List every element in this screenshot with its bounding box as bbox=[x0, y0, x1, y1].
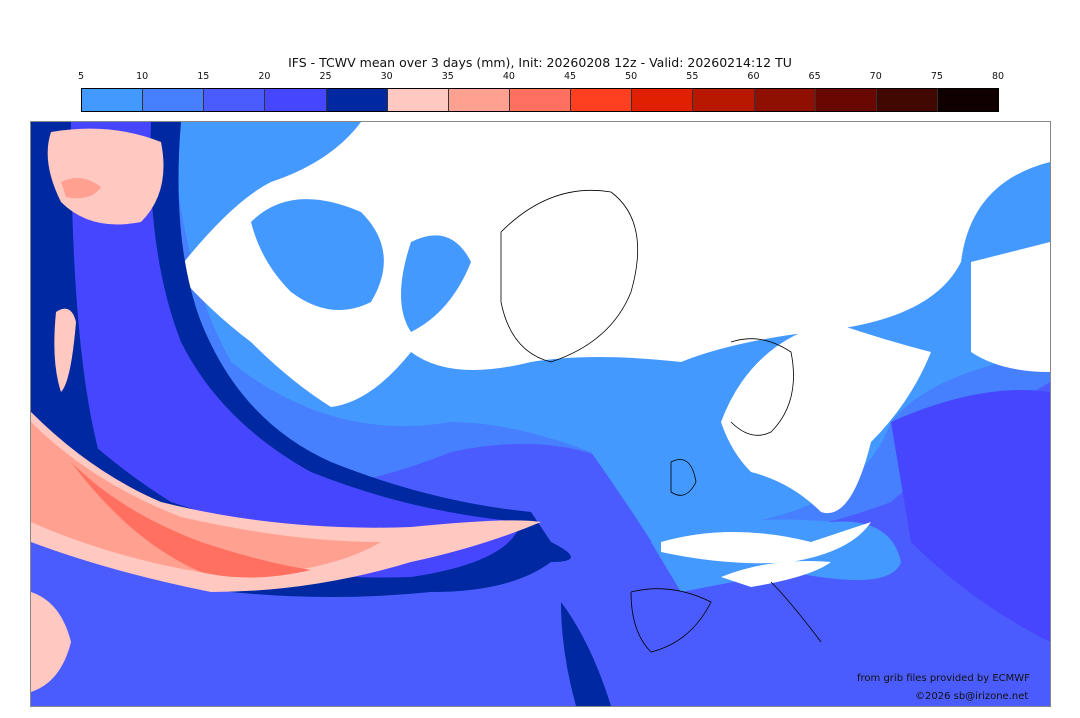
colorbar-swatch bbox=[937, 89, 999, 111]
colorbar-tick-label: 10 bbox=[136, 71, 149, 82]
colorbar-tick-label: 70 bbox=[869, 71, 882, 82]
colorbar-swatch bbox=[82, 89, 144, 111]
colorbar-tick-label: 20 bbox=[258, 71, 271, 82]
region-30-35-strip bbox=[54, 308, 76, 392]
region-30-35-pacific bbox=[47, 128, 164, 225]
region-below-5-scandinavia bbox=[721, 322, 931, 514]
region-below-5-arctic bbox=[176, 122, 1050, 407]
region-35-40-pacific bbox=[61, 178, 101, 199]
colorbar-tick-label: 65 bbox=[808, 71, 821, 82]
region-below-5-europe bbox=[661, 522, 871, 564]
colorbar-swatch bbox=[571, 89, 633, 111]
colorbar-tick-label: 25 bbox=[319, 71, 332, 82]
colorbar-legend bbox=[81, 88, 999, 112]
region-30-35-south bbox=[31, 592, 71, 692]
coastlines bbox=[500, 189, 822, 653]
colorbar-ticks: 5 10 15 20 25 30 35 40 45 50 55 60 65 70 75 80 bbox=[77, 71, 1004, 83]
colorbar-swatch bbox=[509, 89, 572, 111]
colorbar-swatch bbox=[815, 89, 877, 111]
colorbar-swatch bbox=[143, 89, 205, 111]
colorbar-tick-label: 30 bbox=[380, 71, 393, 82]
colorbar-swatch bbox=[265, 89, 327, 111]
colorbar-swatch bbox=[693, 89, 755, 111]
colorbar-swatch bbox=[387, 89, 449, 111]
colorbar-tick-label: 50 bbox=[625, 71, 638, 82]
colorbar-tick-label: 40 bbox=[502, 71, 515, 82]
colorbar-tick-label: 45 bbox=[564, 71, 577, 82]
colorbar-tick-label: 5 bbox=[77, 71, 85, 82]
colorbar-tick-label: 80 bbox=[991, 71, 1005, 82]
colorbar-swatch bbox=[632, 89, 694, 111]
colorbar-swatch bbox=[754, 89, 816, 111]
colorbar-tick-label: 15 bbox=[197, 71, 210, 82]
colorbar-tick-label: 55 bbox=[686, 71, 699, 82]
colorbar-swatch bbox=[876, 89, 938, 111]
region-35-40-plume bbox=[31, 422, 381, 577]
region-below-5-alps bbox=[721, 561, 831, 587]
colorbar-swatch bbox=[448, 89, 510, 111]
map-title: IFS - TCWV mean over 3 days (mm), Init: … bbox=[288, 55, 792, 70]
region-20-25-band bbox=[71, 122, 521, 578]
copyright-credit: ©2026 sb@irizone.net bbox=[915, 691, 1029, 702]
region-below-5-russia bbox=[971, 242, 1050, 372]
region-25-30-portugal bbox=[561, 602, 611, 706]
colorbar-tick-label: 60 bbox=[747, 71, 760, 82]
colorbar-swatch bbox=[326, 89, 388, 111]
region-20-25-east bbox=[891, 390, 1050, 642]
colorbar-tick-label: 35 bbox=[441, 71, 454, 82]
region-5-10-baffin bbox=[251, 199, 384, 310]
data-source-credit: from grib files provided by ECMWF bbox=[857, 673, 1030, 684]
tcwv-map bbox=[30, 121, 1051, 707]
region-40-45-plume bbox=[71, 462, 311, 578]
region-5-10-labrador bbox=[401, 235, 471, 332]
colorbar-swatch bbox=[204, 89, 266, 111]
colorbar-tick-label: 75 bbox=[930, 71, 943, 82]
